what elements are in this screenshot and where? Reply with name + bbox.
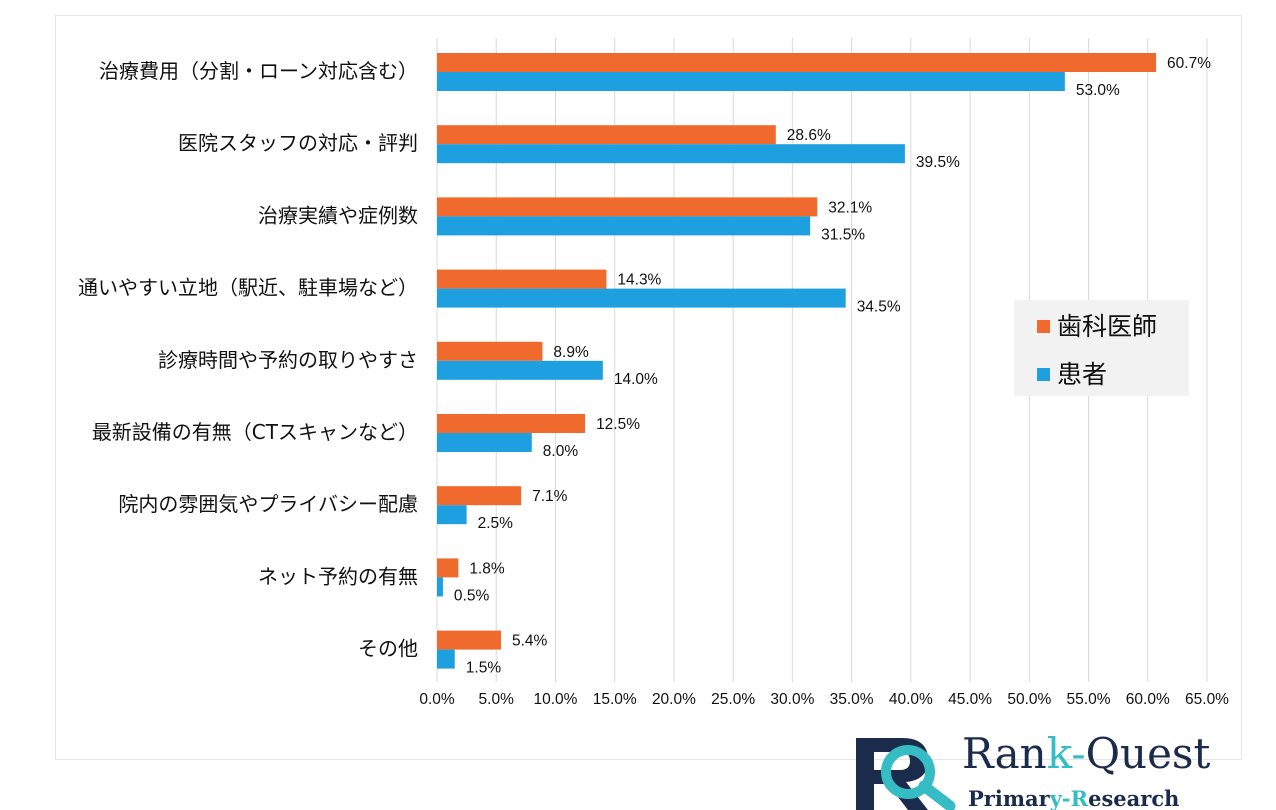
bar-patient-3 (437, 288, 846, 308)
bar-dentist-3 (437, 269, 607, 289)
bars: 60.7% 53.0% 28.6% 39.5% 32.1% 31.5% 14.3% 34.5%… (437, 53, 1211, 677)
x-tick-label-11: 55.0% (1067, 691, 1111, 708)
value-label-patient-1: 39.5% (916, 154, 960, 171)
category-label-1: 医院スタッフの対応・評判 (178, 131, 418, 155)
category-label-5: 最新設備の有無（CTスキャンなど） (92, 420, 418, 444)
value-label-patient-2: 31.5% (821, 226, 865, 243)
bar-patient-2 (437, 216, 811, 236)
legend-swatch-patient (1037, 368, 1050, 381)
category-label-2: 治療実績や症例数 (258, 203, 418, 227)
x-axis-tick-labels: 0.0% 5.0% 10.0% 15.0% 20.0% 25.0% 30.0% 35.0% 40… (419, 691, 1229, 708)
value-label-dentist-5: 12.5% (596, 416, 640, 433)
value-label-dentist-0: 60.7% (1167, 55, 1211, 72)
value-label-patient-8: 1.5% (466, 660, 502, 677)
value-label-dentist-3: 14.3% (617, 272, 661, 289)
x-tick-label-12: 60.0% (1126, 691, 1170, 708)
bar-dentist-2 (437, 197, 818, 217)
bar-patient-6 (437, 505, 467, 525)
legend-swatch-dentist (1037, 320, 1050, 333)
x-tick-label-13: 65.0% (1185, 691, 1229, 708)
x-tick-label-6: 30.0% (770, 691, 814, 708)
value-label-patient-7: 0.5% (454, 587, 490, 604)
value-label-patient-0: 53.0% (1076, 82, 1120, 99)
x-tick-label-8: 40.0% (889, 691, 933, 708)
x-tick-label-4: 20.0% (652, 691, 696, 708)
value-label-dentist-2: 32.1% (828, 199, 872, 216)
bar-dentist-6 (437, 486, 522, 506)
category-label-4: 診療時間や予約の取りやすさ (158, 348, 418, 372)
value-label-dentist-1: 28.6% (787, 127, 831, 144)
value-label-dentist-7: 1.8% (469, 560, 505, 577)
bar-patient-7 (437, 577, 443, 597)
bar-patient-8 (437, 649, 455, 669)
bar-dentist-1 (437, 125, 776, 145)
category-label-6: 院内の雰囲気やプライバシー配慮 (118, 492, 418, 516)
brand-name: Rank-Quest (962, 729, 1210, 778)
x-tick-label-10: 50.0% (1007, 691, 1051, 708)
bar-dentist-5 (437, 414, 586, 433)
legend: 歯科医師 患者 (1014, 300, 1189, 396)
x-tick-label-2: 10.0% (533, 691, 577, 708)
bar-patient-0 (437, 72, 1065, 91)
bar-dentist-4 (437, 341, 543, 361)
bar-patient-4 (437, 360, 603, 380)
category-label-3: 通いやすい立地（駅近、駐車場など） (78, 276, 418, 300)
brand-logo: Rank-Quest Primary-Research (856, 729, 1210, 810)
category-label-7: ネット予約の有無 (258, 564, 418, 588)
x-tick-label-1: 5.0% (479, 691, 515, 708)
category-label-0: 治療費用（分割・ローン対応含む） (99, 59, 418, 83)
legend-label-patient: 患者 (1057, 360, 1107, 389)
bar-patient-5 (437, 433, 532, 452)
brand-mark-icon (856, 738, 956, 810)
bar-dentist-0 (437, 53, 1157, 72)
value-label-dentist-4: 8.9% (553, 344, 589, 361)
legend-label-dentist: 歯科医師 (1057, 312, 1157, 341)
value-label-patient-3: 34.5% (857, 299, 901, 316)
value-label-patient-5: 8.0% (543, 443, 579, 460)
category-label-8: その他 (358, 637, 418, 661)
x-tick-label-3: 15.0% (593, 691, 637, 708)
value-label-patient-4: 14.0% (614, 371, 658, 388)
bar-patient-1 (437, 144, 905, 164)
x-tick-label-9: 45.0% (948, 691, 992, 708)
value-label-dentist-6: 7.1% (532, 488, 568, 505)
x-tick-label-5: 25.0% (711, 691, 755, 708)
value-label-dentist-8: 5.4% (512, 633, 548, 650)
bar-dentist-7 (437, 558, 459, 578)
value-label-patient-6: 2.5% (478, 515, 514, 532)
category-labels: 治療費用（分割・ローン対応含む） 医院スタッフの対応・評判治療実績や症例数通いやす… (78, 59, 418, 661)
x-tick-label-0: 0.0% (419, 691, 455, 708)
x-tick-label-7: 35.0% (830, 691, 874, 708)
brand-subtitle: Primary-Research (968, 786, 1179, 810)
bar-dentist-8 (437, 630, 501, 650)
